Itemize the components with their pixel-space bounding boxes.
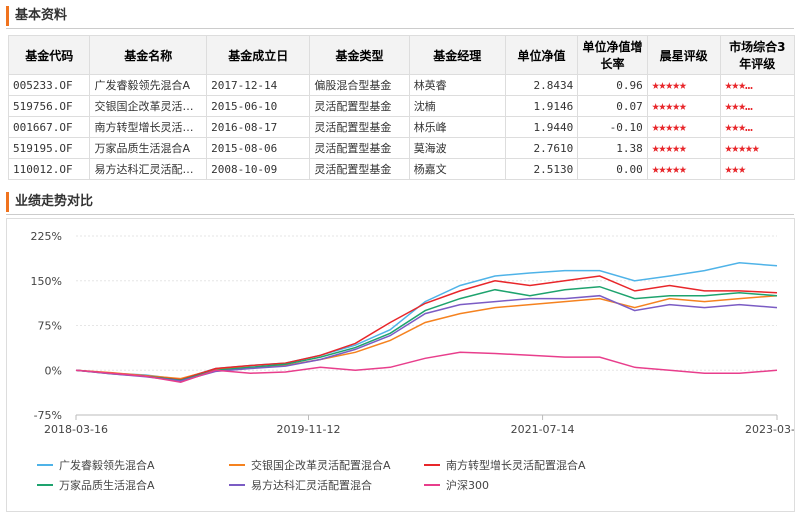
legend-label[interactable]: 广发睿毅领先混合A (59, 458, 155, 472)
legend-label[interactable]: 交银国企改革灵活配置混合A (251, 458, 391, 472)
table-cell[interactable]: 519195.OF (7, 137, 91, 159)
table-cell: -0.10 (577, 116, 648, 138)
x-tick-label: 2021-07-14 (511, 423, 575, 436)
table-cell: 2.5130 (504, 158, 579, 180)
table-cell: 灵活配置型基金 (309, 137, 410, 159)
x-tick-label: 2018-03-16 (44, 423, 108, 436)
column-header[interactable]: 晨星评级 (646, 35, 721, 75)
table-cell: 杨嘉文 (408, 158, 506, 180)
series-line (75, 294, 778, 382)
section-title: 基本资料 (6, 6, 794, 26)
table-cell: 1.9440 (504, 116, 579, 138)
table-row: 110012.OF 易方达科汇灵活配… 2008-10-09 灵活配置型基金 杨嘉文 2.… (7, 158, 796, 180)
table-cell[interactable]: 易方达科汇灵活配… (89, 158, 208, 180)
column-header[interactable]: 基金类型 (309, 35, 410, 75)
table-cell: 2.8434 (504, 74, 579, 96)
column-header[interactable]: 单位净值增长率 (577, 35, 648, 75)
y-tick-label: -75% (34, 409, 62, 422)
table-row: 001667.OF 南方转型增长灵活… 2016-08-17 灵活配置型基金 林乐峰 1.… (7, 116, 796, 138)
table-cell[interactable]: 广发睿毅领先混合A (89, 74, 208, 96)
section-header: 业绩走势对比 (6, 192, 794, 215)
section-title: 业绩走势对比 (6, 192, 794, 212)
table-cell[interactable]: 001667.OF (7, 116, 91, 138)
table-cell: 灵活配置型基金 (309, 95, 410, 117)
rating-cell: ★★★… (719, 95, 796, 117)
column-header[interactable]: 单位净值 (504, 35, 579, 75)
table-cell: 沈楠 (408, 95, 506, 117)
table-cell[interactable]: 南方转型增长灵活… (89, 116, 208, 138)
chart-box: -75% 0% 75% 150% 225% 2018-03-16 2019-11-12 202… (6, 218, 800, 512)
rating-cell: ★★★… (719, 74, 796, 96)
rating-cell: ★★★★★ (646, 95, 721, 117)
table-cell: 2.7610 (504, 137, 579, 159)
table-cell[interactable]: 交银国企改革灵活… (89, 95, 208, 117)
x-tick-label: 2023-03-17 (745, 423, 794, 436)
table-cell: 1.38 (577, 137, 648, 159)
rating-cell: ★★★★★ (646, 158, 721, 180)
section-header: 基本资料 (6, 6, 794, 29)
x-tick-label: 2019-11-12 (277, 423, 341, 436)
legend-label[interactable]: 易方达科汇灵活配置混合 (251, 478, 372, 492)
legend-label[interactable]: 沪深300 (446, 478, 489, 492)
y-tick-label: 150% (31, 275, 62, 288)
rating-cell: ★★★ (719, 158, 796, 180)
table-cell: 2015-06-10 (206, 95, 311, 117)
table-row: 519195.OF 万家品质生活混合A 2015-08-06 灵活配置型基金 莫海波 2.… (7, 137, 796, 159)
column-header[interactable]: 基金名称 (89, 35, 208, 75)
table-cell: 1.9146 (504, 95, 579, 117)
table-cell: 2015-08-06 (206, 137, 311, 159)
series-line (75, 294, 778, 380)
table-cell[interactable]: 110012.OF (7, 158, 91, 180)
table-cell: 林英睿 (408, 74, 506, 96)
table-cell: 0.96 (577, 74, 648, 96)
table-cell: 灵活配置型基金 (309, 116, 410, 138)
column-header[interactable]: 基金成立日 (206, 35, 311, 75)
table-row: 519756.OF 交银国企改革灵活… 2015-06-10 灵活配置型基金 沈楠 1.9… (7, 95, 796, 117)
table-row: 005233.OF 广发睿毅领先混合A 2017-12-14 偏股混合型基金 林英睿 2.… (7, 74, 796, 96)
table-cell[interactable]: 519756.OF (7, 95, 91, 117)
table-cell: 灵活配置型基金 (309, 158, 410, 180)
table-cell: 2016-08-17 (206, 116, 311, 138)
y-tick-label: 75% (38, 320, 62, 333)
table-cell: 林乐峰 (408, 116, 506, 138)
table-cell: 0.00 (577, 158, 648, 180)
table-cell: 2017-12-14 (206, 74, 311, 96)
y-tick-label: 225% (31, 230, 62, 243)
table-cell[interactable]: 005233.OF (7, 74, 91, 96)
rating-cell: ★★★★★ (646, 74, 721, 96)
table-cell[interactable]: 万家品质生活混合A (89, 137, 208, 159)
column-header[interactable]: 基金代码 (7, 35, 91, 75)
table-cell: 2008-10-09 (206, 158, 311, 180)
table-cell: 莫海波 (408, 137, 506, 159)
y-tick-label: 0% (45, 364, 62, 377)
series-line (75, 275, 778, 381)
table-cell: 偏股混合型基金 (309, 74, 410, 96)
fund-table: 基金代码 基金名称 基金成立日 基金类型 基金经理 单位净值 单位净值增长率 晨星评级 市场综合… (7, 35, 796, 180)
column-header[interactable]: 市场综合3年评级 (719, 35, 796, 75)
column-header[interactable]: 基金经理 (408, 35, 506, 75)
legend-label[interactable]: 南方转型增长灵活配置混合A (446, 458, 586, 472)
rating-cell: ★★★★★ (646, 116, 721, 138)
rating-cell: ★★★… (719, 116, 796, 138)
rating-cell: ★★★★★ (646, 137, 721, 159)
chart: -75% 0% 75% 150% 225% 2018-03-16 2019-11-12 202… (31, 230, 800, 492)
series-line (75, 351, 778, 383)
table-cell: 0.07 (577, 95, 648, 117)
rating-cell: ★★★★★ (719, 137, 796, 159)
legend-label[interactable]: 万家品质生活混合A (59, 478, 155, 492)
